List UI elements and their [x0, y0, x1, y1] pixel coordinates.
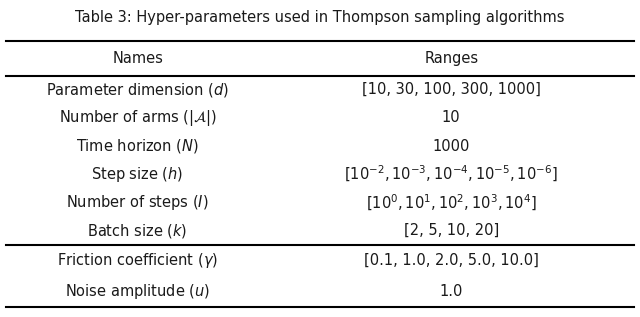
- Text: 1.0: 1.0: [440, 284, 463, 299]
- Text: 10: 10: [442, 110, 461, 126]
- Text: Batch size ($k$): Batch size ($k$): [88, 222, 188, 240]
- Text: $[10^{0}, 10^{1}, 10^{2}, 10^{3}, 10^{4}]$: $[10^{0}, 10^{1}, 10^{2}, 10^{3}, 10^{4}…: [366, 192, 536, 213]
- Text: Noise amplitude ($u$): Noise amplitude ($u$): [65, 282, 210, 301]
- Text: [10, 30, 100, 300, 1000]: [10, 30, 100, 300, 1000]: [362, 82, 541, 97]
- Text: [0.1, 1.0, 2.0, 5.0, 10.0]: [0.1, 1.0, 2.0, 5.0, 10.0]: [364, 253, 539, 268]
- Text: Number of steps ($I$): Number of steps ($I$): [67, 193, 209, 212]
- Text: Time horizon ($N$): Time horizon ($N$): [76, 137, 199, 155]
- Text: Step size ($h$): Step size ($h$): [92, 165, 184, 184]
- Text: 1000: 1000: [433, 139, 470, 154]
- Text: Number of arms ($|\mathcal{A}|$): Number of arms ($|\mathcal{A}|$): [59, 108, 216, 128]
- Text: Names: Names: [112, 51, 163, 66]
- Text: Ranges: Ranges: [424, 51, 478, 66]
- Text: Friction coefficient ($\gamma$): Friction coefficient ($\gamma$): [57, 251, 218, 270]
- Text: Table 3: Hyper-parameters used in Thompson sampling algorithms: Table 3: Hyper-parameters used in Thomps…: [76, 10, 564, 24]
- Text: Parameter dimension ($d$): Parameter dimension ($d$): [46, 81, 229, 99]
- Text: [2, 5, 10, 20]: [2, 5, 10, 20]: [404, 223, 499, 238]
- Text: $[10^{-2}, 10^{-3}, 10^{-4}, 10^{-5}, 10^{-6}]$: $[10^{-2}, 10^{-3}, 10^{-4}, 10^{-5}, 10…: [344, 164, 558, 184]
